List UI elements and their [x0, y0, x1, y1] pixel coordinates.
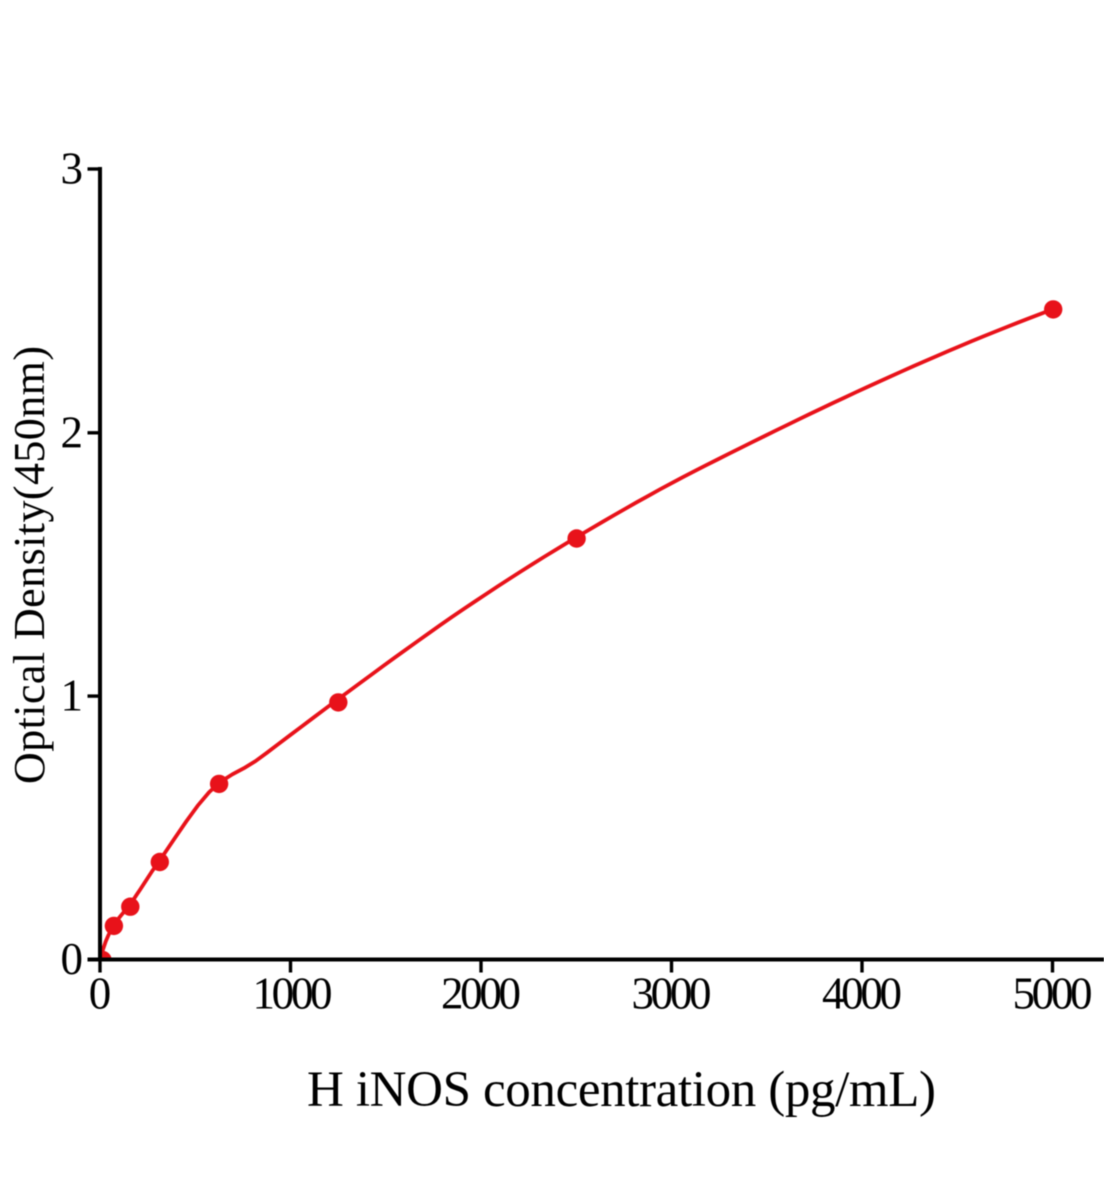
- svg-text:3: 3: [61, 144, 84, 194]
- svg-text:1: 1: [61, 671, 84, 721]
- svg-text:Optical Density(450nm): Optical Density(450nm): [5, 346, 54, 784]
- svg-text:2000: 2000: [441, 969, 521, 1019]
- svg-text:3000: 3000: [632, 969, 712, 1019]
- svg-text:0: 0: [61, 934, 84, 984]
- svg-text:0: 0: [89, 969, 112, 1019]
- svg-text:4000: 4000: [822, 969, 902, 1019]
- svg-text:H iNOS concentration (pg/mL): H iNOS concentration (pg/mL): [307, 1062, 936, 1118]
- svg-text:2: 2: [61, 407, 84, 457]
- svg-text:1000: 1000: [253, 969, 333, 1019]
- svg-text:5000: 5000: [1013, 969, 1093, 1019]
